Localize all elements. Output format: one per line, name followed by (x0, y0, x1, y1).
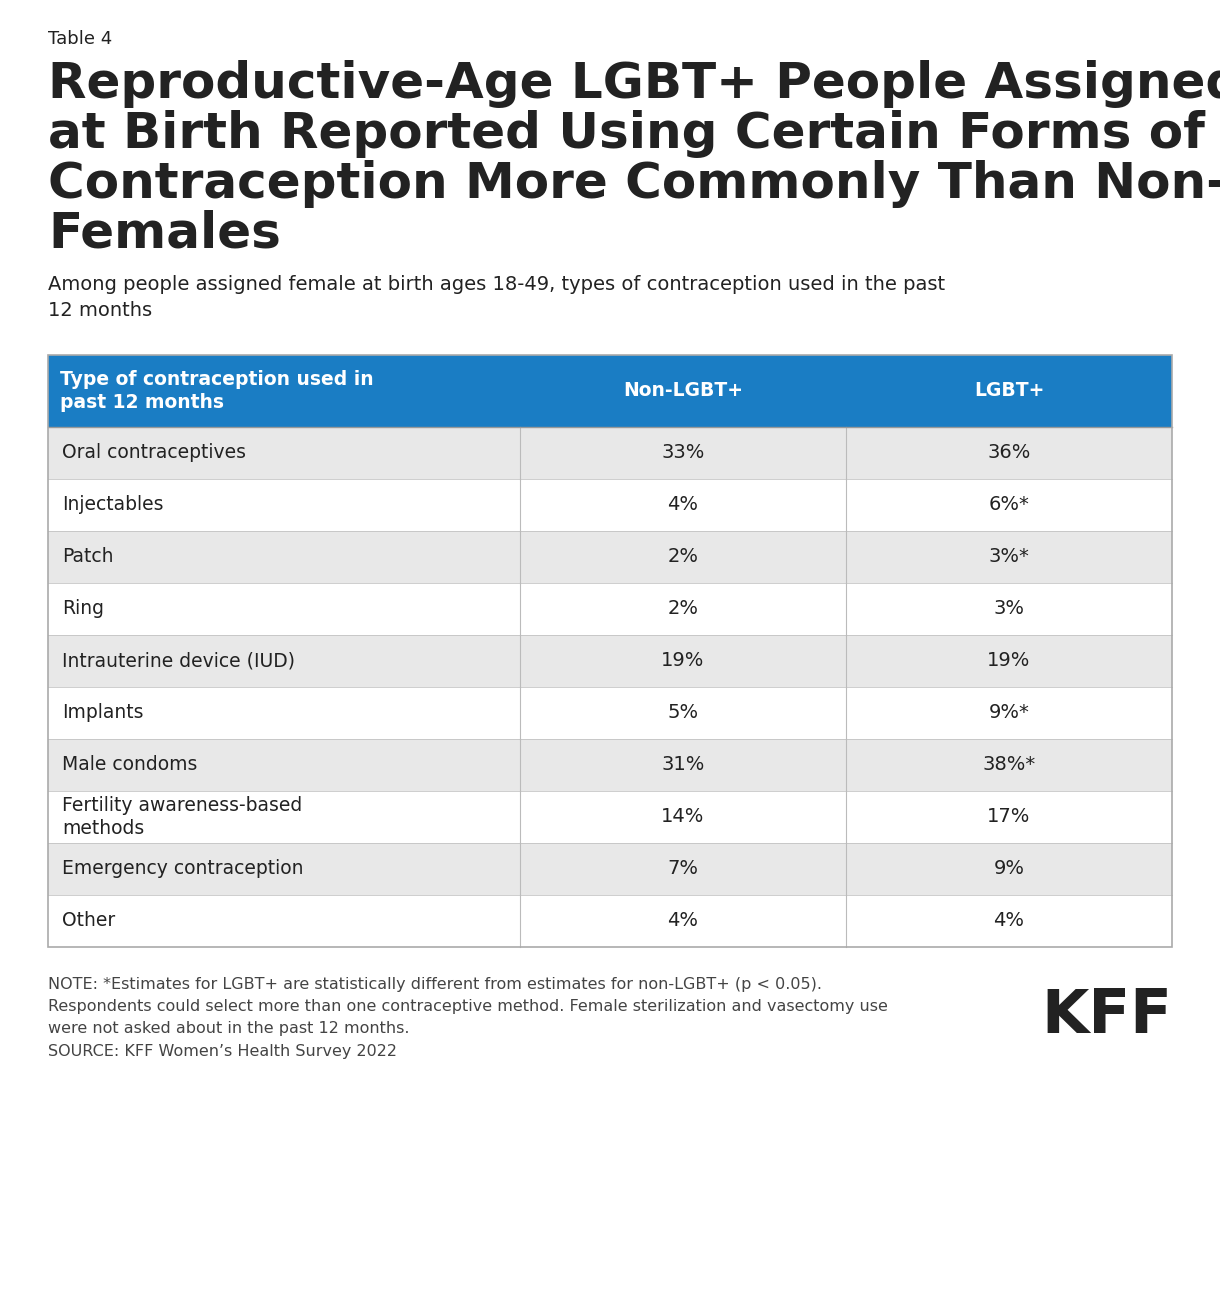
Text: 38%*: 38%* (982, 756, 1036, 774)
Text: 19%: 19% (987, 652, 1031, 670)
Text: 9%: 9% (993, 859, 1025, 879)
Bar (48, 687, 1172, 739)
Text: 4%: 4% (993, 912, 1025, 930)
Text: KFF: KFF (1041, 987, 1172, 1046)
Text: 7%: 7% (667, 859, 699, 879)
Text: LGBT+: LGBT+ (974, 382, 1044, 400)
Text: 4%: 4% (667, 912, 699, 930)
Text: Ring: Ring (62, 600, 104, 618)
Text: Male condoms: Male condoms (62, 756, 198, 774)
Text: 36%: 36% (987, 443, 1031, 463)
Text: Oral contraceptives: Oral contraceptives (62, 443, 246, 463)
Text: 3%: 3% (993, 600, 1025, 618)
Bar (48, 356, 1172, 426)
Bar (48, 635, 1172, 687)
Bar (48, 895, 1172, 947)
Text: Type of contraception used in
past 12 months: Type of contraception used in past 12 mo… (60, 370, 373, 412)
Bar (48, 844, 1172, 895)
Text: Contraception More Commonly Than Non-LGBT+: Contraception More Commonly Than Non-LGB… (48, 160, 1220, 209)
Text: Patch: Patch (62, 547, 113, 567)
Bar (48, 356, 1172, 947)
Bar (48, 739, 1172, 791)
Text: at Birth Reported Using Certain Forms of: at Birth Reported Using Certain Forms of (48, 110, 1205, 157)
Text: 17%: 17% (987, 807, 1031, 827)
Text: Injectables: Injectables (62, 496, 163, 514)
Text: 9%*: 9%* (988, 703, 1030, 723)
Text: NOTE: *Estimates for LGBT+ are statistically different from estimates for non-LG: NOTE: *Estimates for LGBT+ are statistic… (48, 977, 888, 1059)
Text: Intrauterine device (IUD): Intrauterine device (IUD) (62, 652, 295, 670)
Text: 31%: 31% (661, 756, 705, 774)
Bar (48, 426, 1172, 479)
Text: 2%: 2% (667, 547, 699, 567)
Text: Females: Females (48, 210, 281, 258)
Text: 33%: 33% (661, 443, 705, 463)
Bar (48, 479, 1172, 531)
Text: 2%: 2% (667, 600, 699, 618)
Text: 5%: 5% (667, 703, 699, 723)
Text: 4%: 4% (667, 496, 699, 514)
Text: 6%*: 6%* (988, 496, 1030, 514)
Text: Emergency contraception: Emergency contraception (62, 859, 304, 879)
Text: 3%*: 3%* (988, 547, 1030, 567)
Bar (48, 531, 1172, 583)
Text: Non-LGBT+: Non-LGBT+ (623, 382, 743, 400)
Text: Other: Other (62, 912, 115, 930)
Text: Implants: Implants (62, 703, 144, 723)
Text: Fertility awareness-based
methods: Fertility awareness-based methods (62, 796, 303, 838)
Text: Among people assigned female at birth ages 18-49, types of contraception used in: Among people assigned female at birth ag… (48, 276, 946, 320)
Text: Reproductive-Age LGBT+ People Assigned Female: Reproductive-Age LGBT+ People Assigned F… (48, 60, 1220, 108)
Bar (48, 583, 1172, 635)
Bar (48, 791, 1172, 844)
Text: 14%: 14% (661, 807, 705, 827)
Text: Table 4: Table 4 (48, 30, 112, 49)
Text: 19%: 19% (661, 652, 705, 670)
